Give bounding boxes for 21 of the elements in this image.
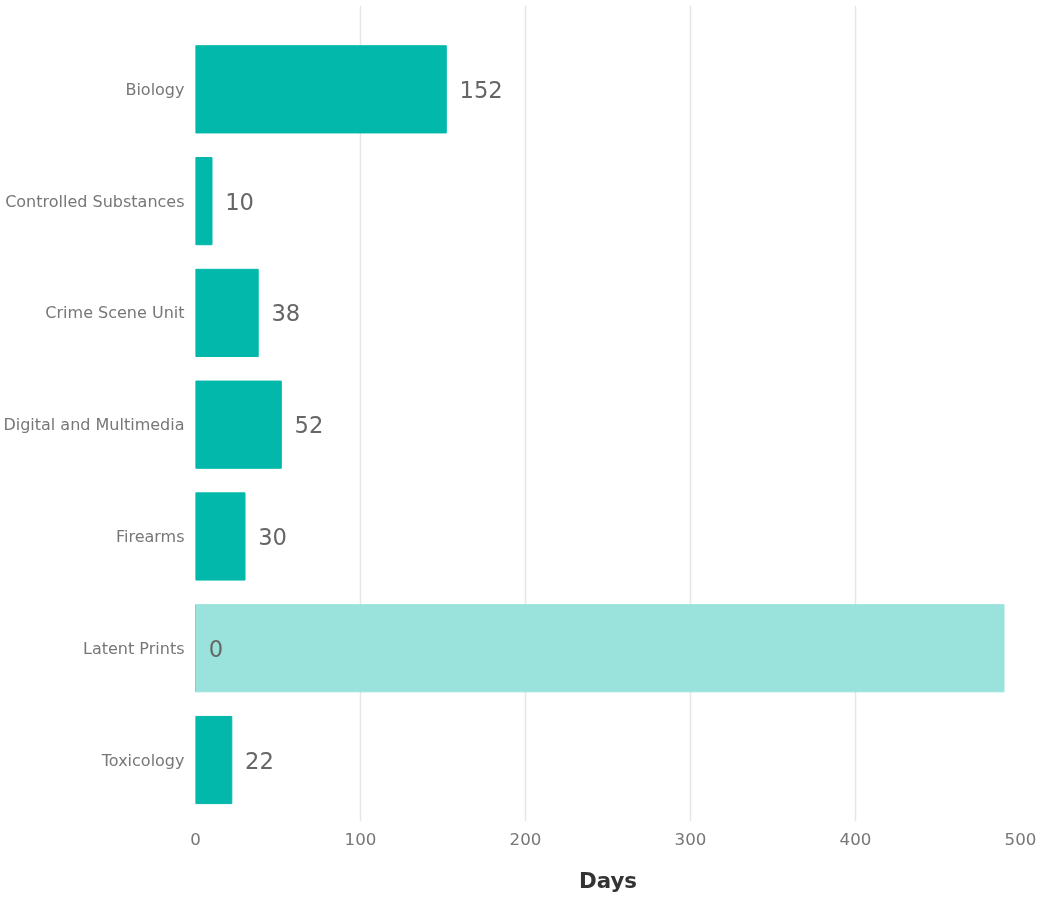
x-tick-label: 100	[344, 829, 377, 849]
y-tick-label: Digital and Multimedia	[3, 415, 185, 435]
x-tick-label: 500	[1004, 829, 1037, 849]
x-axis-title: Days	[578, 867, 638, 893]
x-tick-label: 0	[190, 829, 201, 849]
y-tick-label: Firearms	[115, 526, 185, 546]
y-tick-label: Controlled Substances	[5, 191, 185, 211]
y-tick-label: Crime Scene Unit	[45, 303, 185, 323]
data-label: 30	[258, 523, 288, 550]
data-label: 10	[225, 188, 255, 215]
x-tick-label: 300	[674, 829, 707, 849]
data-label: 22	[245, 747, 274, 774]
y-tick-label: Toxicology	[100, 750, 185, 770]
x-tick-label: 200	[509, 829, 542, 849]
data-label: 0	[208, 635, 224, 662]
data-label: 38	[271, 300, 301, 327]
x-tick-label: 400	[839, 829, 872, 849]
data-label: 152	[459, 76, 503, 103]
data-label: 52	[294, 412, 324, 439]
y-tick-label: Latent Prints	[83, 638, 185, 658]
y-tick-label: Biology	[125, 79, 185, 99]
